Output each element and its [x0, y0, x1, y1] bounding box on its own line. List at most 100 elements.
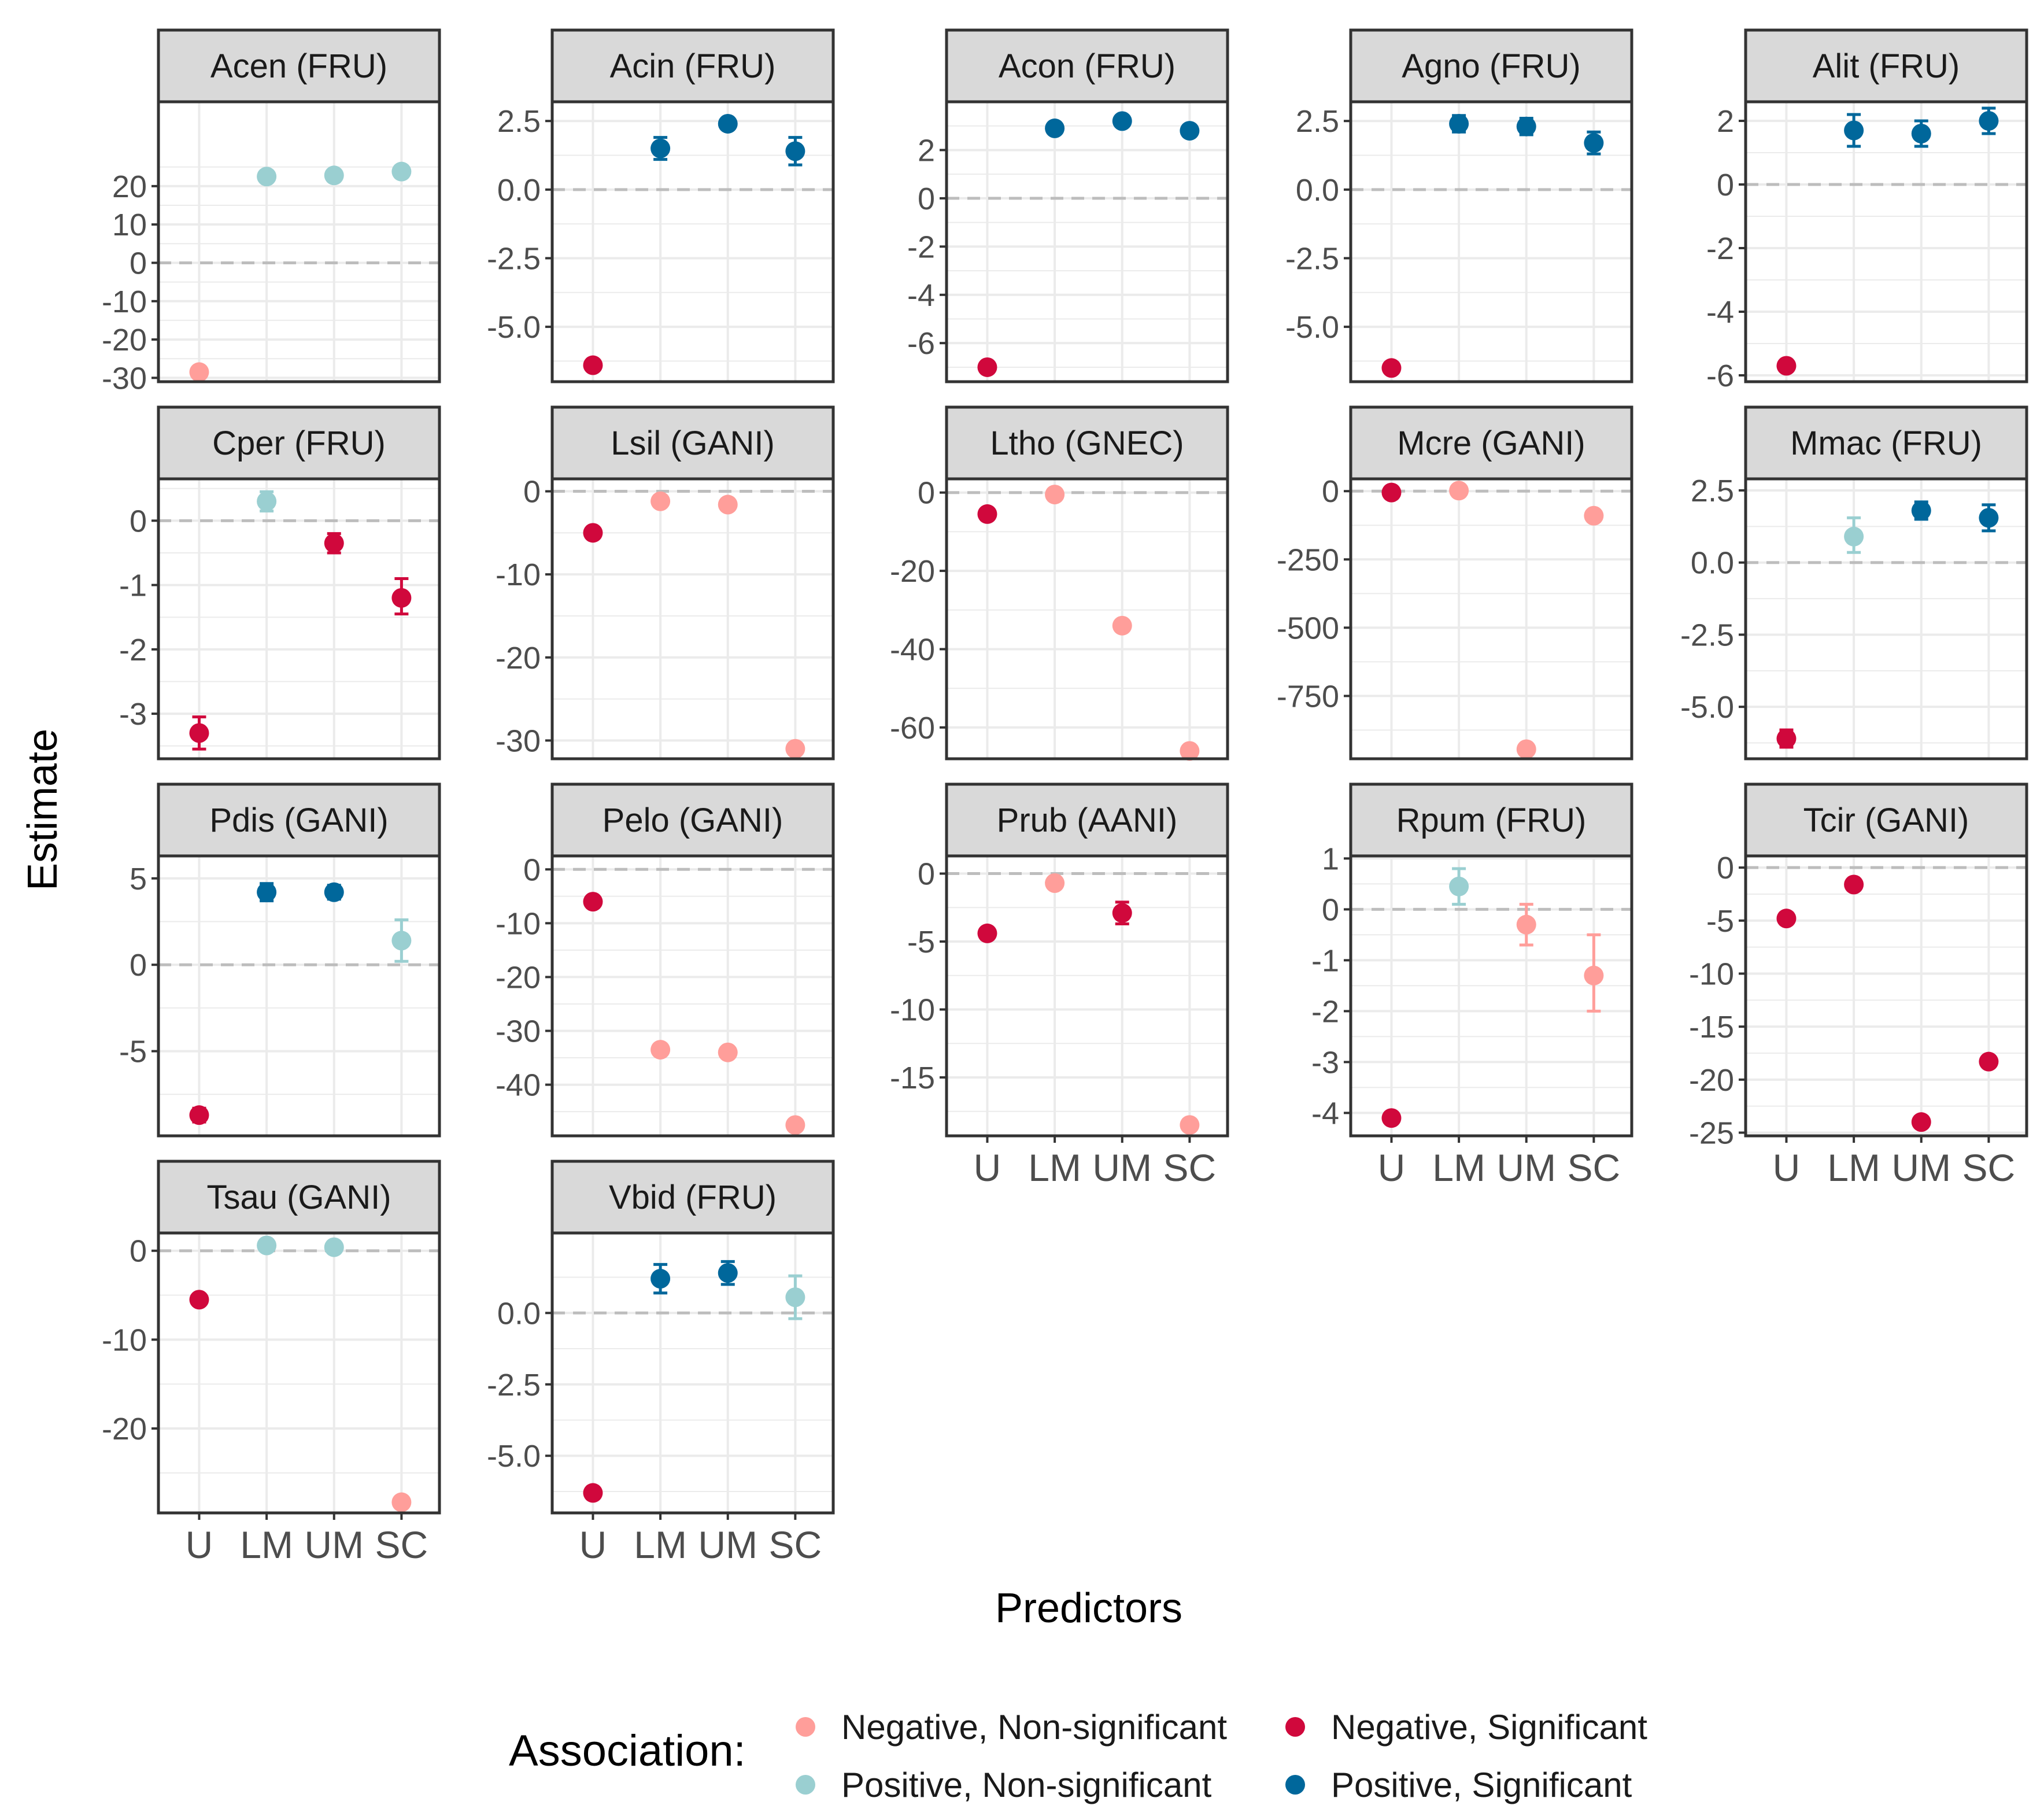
facet-strip: [157, 782, 441, 858]
data-point: [257, 882, 277, 902]
y-tick-label: -2: [1311, 994, 1339, 1029]
facet-strip: [157, 1160, 441, 1235]
x-tick-label: U: [579, 1523, 607, 1566]
y-tick-label: -15: [890, 1061, 935, 1095]
data-point: [1979, 1051, 1999, 1072]
y-tick-label: 0: [1322, 474, 1339, 509]
y-tick-label: -40: [890, 632, 935, 667]
y-tick-label: 0.0: [497, 1296, 541, 1331]
x-tick-label: UM: [304, 1523, 364, 1566]
data-point: [977, 923, 997, 943]
y-tick-label: -1: [1311, 943, 1339, 978]
panel: 5 0 -5 Pdis (GANI): [119, 782, 441, 1138]
y-tick-label: -20: [496, 960, 541, 995]
y-tick-label: -30: [496, 1014, 541, 1049]
y-tick-label: -2.5: [1680, 618, 1734, 652]
y-tick-label: -40: [496, 1068, 541, 1103]
panel: 0 -5 -10 -15 Prub (AANI) U LM UM SC: [890, 782, 1229, 1189]
data-point: [391, 931, 412, 951]
data-point: [718, 494, 738, 515]
y-tick-label: -5.0: [1680, 690, 1734, 725]
facet-title: Tsau (GANI): [206, 1179, 391, 1216]
y-tick-label: 0: [523, 852, 541, 887]
data-point: [1516, 914, 1536, 935]
facet-strip: [550, 405, 835, 481]
data-point: [257, 167, 277, 187]
y-tick-label: 2: [918, 133, 935, 168]
y-tick-label: -3: [1311, 1045, 1339, 1080]
y-tick-label: -750: [1277, 679, 1339, 714]
data-point: [1776, 356, 1797, 376]
y-tick-label: -1: [119, 568, 147, 603]
x-tick-label: LM: [1028, 1146, 1081, 1189]
y-tick-label: -10: [102, 1323, 147, 1357]
legend-label: Positive, Non-significant: [841, 1766, 1212, 1804]
x-tick-label: UM: [1891, 1146, 1951, 1189]
panel-background: [947, 856, 1228, 1136]
x-tick-label: LM: [1827, 1146, 1880, 1189]
x-tick-label: UM: [1496, 1146, 1556, 1189]
y-tick-label: -4: [1311, 1096, 1339, 1131]
data-point: [189, 1290, 209, 1310]
y-tick-label: -250: [1277, 542, 1339, 577]
y-tick-label: 0: [130, 948, 147, 983]
y-axis-title: Estimate: [20, 729, 66, 891]
panel: 2 0 -2 -4 -6 Alit (FRU): [1706, 28, 2028, 393]
data-point: [583, 1483, 603, 1503]
data-point: [1776, 909, 1797, 929]
data-point: [189, 723, 209, 743]
y-tick-label: -2: [119, 633, 147, 667]
legend-label: Positive, Significant: [1331, 1766, 1632, 1804]
facet-title: Pelo (GANI): [603, 802, 783, 839]
data-point: [785, 141, 805, 161]
x-axis-title: Predictors: [995, 1585, 1182, 1631]
y-tick-label: -10: [102, 285, 147, 319]
y-tick-label: -20: [102, 1412, 147, 1446]
x-tick-label: SC: [769, 1523, 822, 1566]
y-tick-label: -20: [496, 641, 541, 675]
data-point: [1844, 874, 1864, 895]
data-point: [1979, 508, 1999, 528]
panel: 2.5 0.0 -2.5 -5.0 Agno (FRU): [1285, 28, 1633, 383]
data-point: [324, 165, 344, 186]
y-tick-label: -5: [119, 1035, 147, 1069]
panel: 0.0 -2.5 -5.0 Vbid (FRU) U LM UM SC: [487, 1160, 835, 1566]
panel: 0 -5 -10 -15 -20 -25 Tcir (GANI) U LM UM SC: [1689, 782, 2028, 1189]
y-tick-label: -2.5: [487, 1368, 541, 1402]
x-tick-label: UM: [1092, 1146, 1152, 1189]
data-point: [257, 1235, 277, 1256]
panel: 2.5 0.0 -2.5 -5.0 Mmac (FRU): [1680, 405, 2028, 761]
y-tick-label: -6: [907, 326, 935, 361]
panel: 2.5 0.0 -2.5 -5.0 Acin (FRU): [487, 28, 835, 383]
y-tick-label: 0: [1322, 892, 1339, 927]
y-tick-label: 20: [112, 169, 147, 204]
y-tick-label: 0: [918, 857, 935, 892]
data-point: [391, 161, 412, 182]
legend-key: [1285, 1775, 1305, 1795]
data-point: [977, 504, 997, 524]
x-tick-label: SC: [1163, 1146, 1217, 1189]
y-tick-label: -2.5: [487, 241, 541, 276]
facet-strip: [945, 782, 1229, 858]
panel-background: [1351, 102, 1632, 382]
x-tick-label: SC: [375, 1523, 428, 1566]
data-point: [324, 533, 344, 553]
panel: 0 -1 -2 -3 Cper (FRU): [119, 405, 441, 761]
panel: 0 -10 -20 -30 Lsil (GANI): [496, 405, 835, 761]
y-tick-label: -5.0: [487, 1439, 541, 1474]
data-point: [1180, 121, 1200, 141]
panel-background: [158, 856, 439, 1136]
legend: Association: Negative, Non-significant Neg…: [509, 1708, 1647, 1804]
y-tick-label: -10: [890, 992, 935, 1027]
data-point: [650, 1269, 671, 1289]
y-tick-label: -20: [102, 323, 147, 357]
data-point: [1381, 1108, 1402, 1128]
y-tick-label: 0.0: [497, 173, 541, 208]
y-tick-label: 0.0: [1296, 173, 1339, 208]
y-tick-label: -10: [496, 558, 541, 592]
y-tick-label: -4: [1706, 295, 1734, 330]
y-tick-label: 0: [1717, 851, 1734, 885]
data-point: [650, 1040, 671, 1060]
y-tick-label: 0: [523, 475, 541, 510]
